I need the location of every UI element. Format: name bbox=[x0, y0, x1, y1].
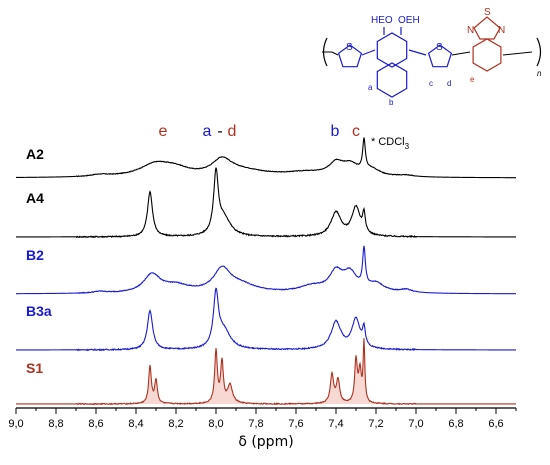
btd-s: S bbox=[484, 7, 491, 18]
peak-label: d bbox=[228, 123, 237, 140]
btd-thiadiazole bbox=[473, 16, 501, 40]
thiophene-left-s: S bbox=[346, 42, 353, 53]
repeat-n: n bbox=[537, 69, 542, 78]
peak-label: b bbox=[331, 123, 340, 140]
series-label-S1: S1 bbox=[26, 360, 43, 376]
series-line-A4 bbox=[16, 167, 516, 239]
solvent-annotation-main: * CDCl bbox=[371, 136, 405, 148]
label-d: d bbox=[447, 79, 451, 88]
series-line-A2 bbox=[15, 137, 516, 179]
bond bbox=[451, 51, 471, 56]
solvent-annotation: * CDCl3 bbox=[371, 136, 410, 151]
thiophene-right-ring bbox=[427, 44, 453, 68]
solvent-annotation-sub: 3 bbox=[405, 142, 410, 151]
series-label-B3a: B3a bbox=[26, 303, 52, 319]
x-tick-label: 9,0 bbox=[8, 418, 23, 430]
label-c: c bbox=[429, 79, 433, 88]
x-tick-label: 8,0 bbox=[208, 418, 223, 430]
btd-n-right: N bbox=[498, 25, 505, 36]
bond bbox=[361, 49, 376, 56]
trace-labels: A2 A4 B2 B3a S1 e a - d b c * CDCl3 bbox=[26, 123, 410, 376]
x-axis: 9,0 8,8 8,6 8,4 8,2 8,0 7,8 7,6 7,4 7,2 7,0 6,8 6,6 δ… bbox=[8, 407, 517, 450]
thiophene-left-ring bbox=[337, 44, 363, 68]
series-line-S1 bbox=[16, 338, 516, 406]
x-tick-label: 8,4 bbox=[128, 418, 143, 430]
peak-label: e bbox=[159, 123, 168, 140]
series-label-A2: A2 bbox=[26, 146, 44, 162]
thiophene-right-s: S bbox=[436, 42, 443, 53]
x-tick-label: 7,4 bbox=[328, 418, 343, 430]
x-tick-label: 8,8 bbox=[48, 418, 63, 430]
series-line-B2 bbox=[16, 245, 516, 295]
x-tick-label: 8,6 bbox=[88, 418, 103, 430]
x-tick-label: 6,6 bbox=[488, 418, 503, 430]
benzo-ring bbox=[376, 62, 408, 98]
x-tick-label: 6,8 bbox=[448, 418, 463, 430]
hydroxyl-left: HEO bbox=[371, 15, 393, 26]
label-e: e bbox=[470, 75, 475, 84]
label-b: b bbox=[389, 98, 394, 107]
peak-label: - bbox=[217, 123, 222, 140]
btd-n-left: N bbox=[467, 25, 474, 36]
chain-end-right bbox=[502, 51, 533, 56]
spectra-traces bbox=[15, 137, 516, 406]
btd-benzene bbox=[472, 38, 502, 72]
diol-ring bbox=[376, 32, 408, 68]
x-tick-label: 7,8 bbox=[248, 418, 263, 430]
bond bbox=[408, 49, 427, 56]
bond bbox=[331, 51, 339, 56]
label-a: a bbox=[368, 83, 373, 92]
x-tick-label: 7,0 bbox=[408, 418, 423, 430]
x-tick-label: 7,2 bbox=[368, 418, 383, 430]
series-label-A4: A4 bbox=[26, 190, 44, 206]
series-line-B3a bbox=[16, 287, 516, 352]
right-bracket bbox=[536, 37, 542, 67]
hydroxyl-right: OEH bbox=[398, 15, 420, 26]
x-tick-label: 8,2 bbox=[168, 418, 183, 430]
series-label-B2: B2 bbox=[26, 247, 44, 263]
x-axis-title: δ (ppm) bbox=[238, 434, 293, 450]
peak-label: c bbox=[352, 123, 360, 140]
peak-label: a bbox=[203, 123, 212, 140]
x-tick-label: 7,6 bbox=[288, 418, 303, 430]
